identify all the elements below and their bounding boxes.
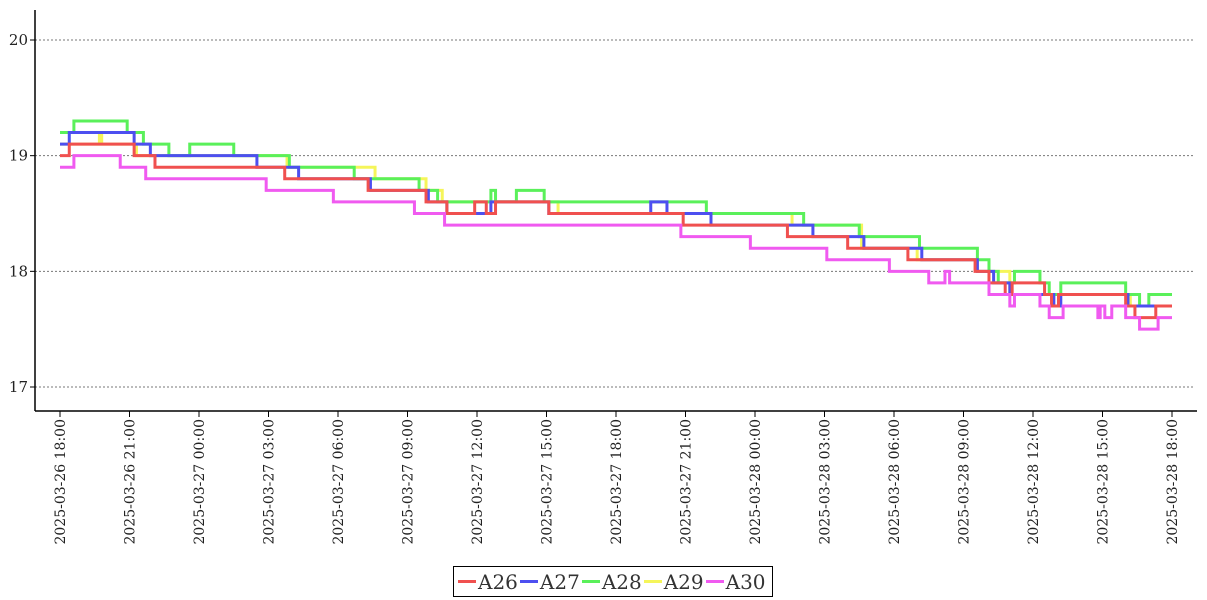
legend-label: A26 xyxy=(478,569,518,594)
legend-swatch xyxy=(519,580,538,583)
x-tick-label: 2025-03-28 00:00 xyxy=(748,419,764,545)
legend-label: A28 xyxy=(601,569,642,594)
legend-item-a29: A29 xyxy=(643,569,704,594)
x-tick-label: 2025-03-27 18:00 xyxy=(609,419,625,545)
x-tick-label: 2025-03-28 15:00 xyxy=(1096,419,1112,545)
legend-item-a27: A27 xyxy=(519,569,580,594)
legend-swatch xyxy=(643,580,662,583)
y-tick-label: 17 xyxy=(9,378,28,396)
x-tick-label: 2025-03-28 03:00 xyxy=(818,419,834,545)
y-tick-label: 19 xyxy=(9,147,28,165)
legend-item-a26: A26 xyxy=(458,570,518,594)
x-tick-label: 2025-03-27 15:00 xyxy=(540,419,556,545)
y-tick-label: 18 xyxy=(9,262,28,280)
x-tick-label: 2025-03-27 03:00 xyxy=(262,419,278,545)
y-tick-label: 20 xyxy=(9,31,28,49)
x-tick-label: 2025-03-28 12:00 xyxy=(1026,419,1042,545)
legend-label: A27 xyxy=(539,569,580,594)
legend-item-a30: A30 xyxy=(705,569,766,594)
x-tick-label: 2025-03-26 21:00 xyxy=(123,419,139,545)
x-axis-ticks: 2025-03-26 18:00 2025-03-26 21:00 2025-03-… xyxy=(53,411,1181,545)
x-tick-label: 2025-03-27 21:00 xyxy=(679,419,695,545)
legend-item-a28: A28 xyxy=(581,569,642,594)
x-tick-label: 2025-03-27 09:00 xyxy=(401,419,417,545)
series-lines xyxy=(60,119,1172,331)
legend-swatch xyxy=(458,580,476,583)
x-tick-label: 2025-03-27 12:00 xyxy=(470,419,486,545)
x-tick-label: 2025-03-28 06:00 xyxy=(887,419,903,545)
x-tick-label: 2025-03-27 06:00 xyxy=(331,419,347,545)
x-tick-label: 2025-03-27 00:00 xyxy=(192,419,208,545)
series-line-a26 xyxy=(60,142,1172,320)
series-line-a29 xyxy=(60,131,1172,308)
legend-swatch xyxy=(581,580,600,583)
x-tick-label: 2025-03-26 18:00 xyxy=(53,419,69,545)
legend-swatch xyxy=(705,580,724,583)
series-line-a30 xyxy=(60,154,1172,331)
y-axis-ticks: 17 18 19 20 xyxy=(9,31,35,396)
series-line-a28 xyxy=(60,119,1172,308)
x-tick-label: 2025-03-28 09:00 xyxy=(957,419,973,545)
legend-label: A29 xyxy=(663,569,704,594)
legend-label: A30 xyxy=(725,569,766,594)
legend: A26 A27 A28 A29 A30 xyxy=(453,566,773,597)
x-tick-label: 2025-03-28 18:00 xyxy=(1165,419,1181,545)
series-line-a27 xyxy=(60,131,1172,308)
